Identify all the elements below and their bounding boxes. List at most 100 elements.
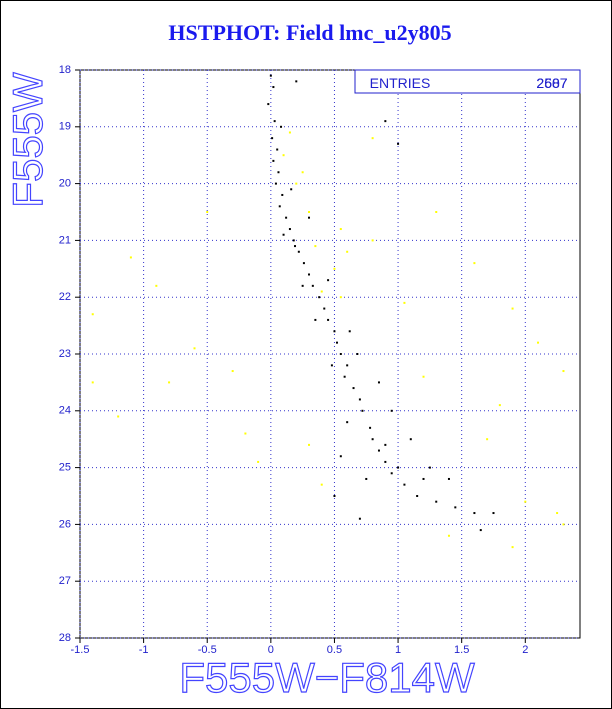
point (272, 159, 275, 162)
point (358, 398, 361, 401)
stats-label: ENTRIES (370, 75, 431, 91)
point (511, 307, 514, 310)
point (193, 347, 196, 350)
point (339, 353, 342, 355)
point (447, 534, 450, 537)
point (556, 512, 559, 515)
point (333, 267, 336, 270)
y-tick-label: 22 (59, 291, 71, 303)
point (511, 546, 514, 549)
point (257, 460, 260, 463)
point (302, 262, 305, 265)
chart-title: HSTPHOT: Field lmc_u2y805 (168, 20, 451, 45)
point (308, 273, 311, 276)
point (311, 284, 314, 287)
y-tick-label: 26 (59, 518, 71, 530)
point (294, 245, 297, 248)
point (330, 364, 333, 367)
point (318, 296, 321, 299)
point (117, 415, 120, 418)
point (91, 381, 94, 384)
x-tick-label: -0.5 (198, 644, 217, 656)
point (346, 421, 349, 424)
point (314, 245, 317, 248)
point (473, 262, 476, 265)
point (290, 188, 293, 191)
point (295, 80, 298, 83)
point (397, 466, 400, 469)
point (479, 529, 482, 532)
point (335, 341, 338, 344)
y-tick-label: 25 (59, 462, 71, 474)
point (301, 284, 304, 287)
point (390, 409, 393, 412)
point (384, 460, 387, 463)
point (397, 142, 400, 145)
point (276, 148, 279, 151)
point (562, 523, 565, 526)
point (295, 182, 298, 185)
point (346, 250, 349, 253)
point (333, 330, 336, 333)
point (562, 370, 565, 373)
point (327, 279, 330, 282)
point (435, 500, 438, 503)
point (129, 256, 132, 259)
point (339, 296, 342, 299)
point (390, 472, 393, 475)
point (358, 517, 361, 520)
point (314, 318, 317, 321)
x-tick-label: 1.5 (454, 644, 469, 656)
point (327, 318, 330, 321)
point (498, 404, 501, 407)
point (267, 103, 270, 106)
point (422, 477, 425, 480)
point (422, 375, 425, 378)
y-tick-label: 18 (59, 64, 71, 76)
point (323, 307, 326, 310)
point (371, 438, 374, 441)
point (361, 409, 364, 412)
y-tick-label: 20 (59, 178, 71, 190)
point (308, 216, 311, 219)
y-tick-label: 21 (59, 234, 71, 246)
x-axis-label: F555W−F814W (179, 654, 475, 701)
point (384, 443, 387, 446)
point (285, 216, 288, 219)
point (273, 120, 276, 123)
x-tick-label: 0.5 (327, 644, 342, 656)
point (292, 239, 295, 242)
point (473, 512, 476, 515)
point (308, 443, 311, 446)
point (343, 375, 346, 378)
point (269, 74, 272, 77)
point (339, 455, 342, 458)
point (155, 284, 158, 287)
point (384, 120, 387, 123)
point (91, 313, 94, 316)
point (272, 86, 275, 89)
point (301, 171, 304, 174)
point (282, 154, 285, 157)
x-tick-label: -1.5 (71, 644, 90, 656)
point (280, 125, 283, 128)
point (308, 211, 311, 213)
point (403, 483, 406, 486)
x-tick-label: -1 (139, 644, 149, 656)
x-tick-label: 1 (395, 644, 401, 656)
stats-value: 2587 (536, 75, 567, 91)
point (333, 495, 336, 497)
point (377, 449, 380, 452)
point (537, 341, 540, 344)
point (369, 426, 372, 429)
point (486, 438, 489, 441)
stats-value: 2607 (536, 75, 567, 91)
x-tick-label: 2 (522, 644, 528, 656)
point (428, 466, 431, 469)
point (377, 381, 380, 384)
point (524, 500, 527, 503)
stats-box (354, 69, 581, 94)
point (352, 387, 355, 390)
point (206, 211, 209, 213)
